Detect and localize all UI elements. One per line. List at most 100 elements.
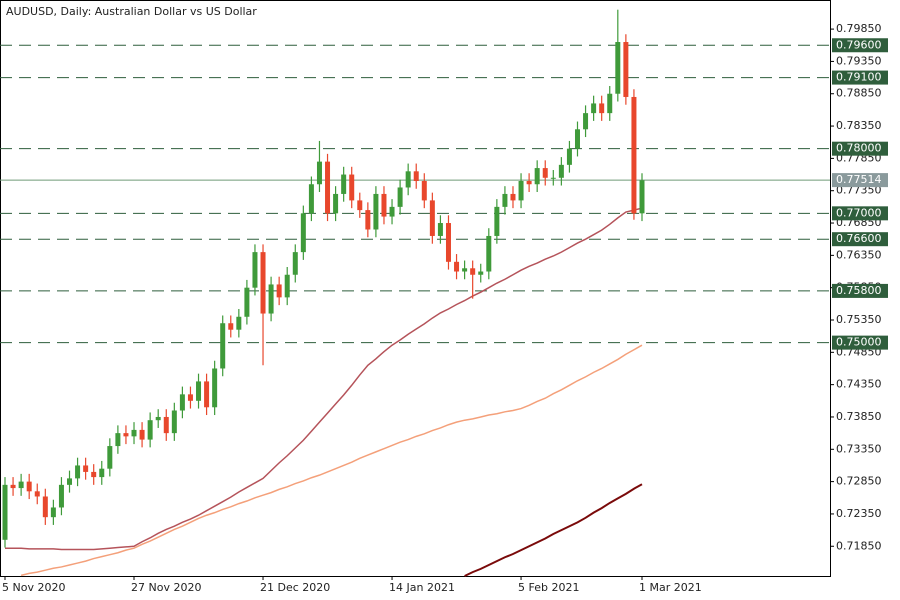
candle-body: [357, 200, 363, 211]
candle-body: [462, 268, 468, 272]
candle-body: [75, 465, 81, 479]
candle-body: [268, 284, 274, 314]
x-tick-label: 21 Dec 2020: [260, 581, 330, 594]
candle-body: [50, 507, 56, 518]
level-label: 0.79100: [836, 71, 882, 84]
candle-body: [10, 484, 16, 489]
candle-body: [139, 429, 145, 440]
level-label-box: [832, 38, 888, 53]
y-tick-label: 0.79350: [836, 54, 882, 67]
x-tick-label: 5 Nov 2020: [2, 581, 65, 594]
candle-body: [478, 271, 484, 275]
candle-body: [308, 184, 314, 214]
level-label-box: [832, 232, 888, 247]
candle-body: [131, 429, 137, 437]
candle-body: [163, 416, 169, 434]
candle-body: [405, 171, 411, 188]
candle-body: [67, 478, 73, 485]
candle-body: [83, 465, 89, 472]
candle-body: [397, 187, 403, 207]
candle-body: [599, 103, 605, 114]
candle-body: [365, 210, 371, 230]
x-tick-label: 14 Jan 2021: [389, 581, 455, 594]
level-label: 0.75000: [836, 336, 882, 349]
candle-body: [349, 174, 355, 201]
candle-body: [316, 161, 322, 185]
candle-body: [510, 193, 516, 201]
candle-body: [2, 484, 8, 540]
candle-body: [212, 368, 218, 408]
candle-body: [300, 213, 306, 253]
candle-body: [244, 287, 250, 317]
candle-body: [58, 484, 64, 508]
candle-body: [566, 148, 572, 165]
x-tick-label: 1 Mar 2021: [639, 581, 702, 594]
candle-body: [228, 323, 234, 330]
level-label-box: [832, 335, 888, 350]
y-tick-label: 0.72850: [836, 475, 882, 488]
candle-body: [333, 193, 339, 214]
candle-body: [574, 129, 580, 149]
candle-body: [445, 223, 451, 262]
candle-body: [470, 268, 476, 275]
y-tick-label: 0.78350: [836, 119, 882, 132]
candle-body: [123, 433, 129, 437]
level-label: 0.75800: [836, 284, 882, 297]
level-label-box: [832, 70, 888, 85]
candle-body: [542, 168, 548, 178]
y-tick-label: 0.73850: [836, 410, 882, 423]
candle-body: [99, 468, 105, 478]
candle-body: [155, 416, 161, 421]
candle-body: [583, 113, 589, 130]
level-label: 0.76600: [836, 232, 882, 245]
candle-body: [107, 446, 113, 469]
candle-body: [526, 181, 532, 185]
candle-body: [421, 181, 427, 201]
candle-body: [236, 316, 242, 330]
moving-average: [20, 344, 643, 577]
candle-body: [615, 42, 621, 94]
candle-body: [196, 381, 202, 401]
y-tick-label: 0.72350: [836, 507, 882, 520]
candle-body: [147, 420, 153, 440]
x-tick-label: 5 Feb 2021: [518, 581, 579, 594]
candle-body: [591, 103, 597, 114]
level-label-box: [832, 206, 888, 221]
candle-body: [502, 193, 508, 207]
candle-body: [558, 164, 564, 178]
y-tick-label: 0.73350: [836, 442, 882, 455]
candle-body: [373, 193, 379, 230]
candle-body: [260, 252, 266, 314]
level-label-box: [832, 141, 888, 156]
y-tick-label: 0.74350: [836, 378, 882, 391]
candle-body: [341, 174, 347, 194]
level-label-box: [832, 283, 888, 298]
candle-body: [325, 161, 331, 214]
chart-title: AUDUSD, Daily: Australian Dollar vs US D…: [6, 5, 257, 18]
x-tick-label: 27 Nov 2020: [131, 581, 201, 594]
y-tick-label: 0.71850: [836, 539, 882, 552]
candle-body: [486, 235, 492, 272]
candle-body: [631, 96, 637, 214]
candle-body: [26, 481, 32, 492]
candle-body: [518, 181, 524, 201]
current-price-box: [832, 173, 888, 188]
moving-average: [5, 207, 643, 551]
candle-body: [204, 381, 210, 408]
moving-average: [464, 483, 643, 577]
candle-body: [220, 323, 226, 369]
candle-body: [252, 252, 258, 288]
candle-body: [179, 394, 185, 411]
candle-body: [171, 410, 177, 434]
candle-body: [115, 433, 121, 447]
candle-body: [91, 471, 97, 478]
candle-body: [607, 93, 613, 114]
current-price-label: 0.77514: [836, 173, 882, 186]
plot-frame: [0, 0, 831, 577]
candle-body: [413, 171, 419, 182]
candle-body: [42, 496, 48, 518]
candle-body: [429, 200, 435, 236]
candle-body: [623, 42, 629, 97]
candle-body: [18, 481, 24, 489]
